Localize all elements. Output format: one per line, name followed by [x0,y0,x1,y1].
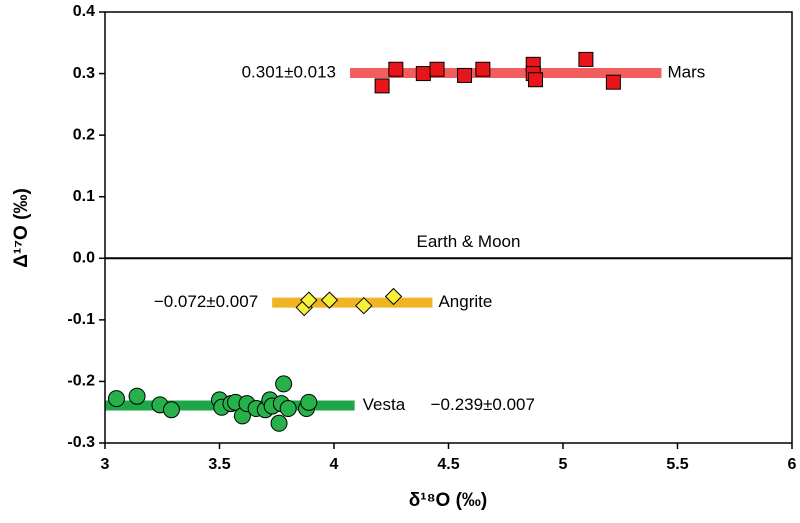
series-label: Vesta [363,395,406,414]
x-tick-label: 5 [559,456,568,473]
point [457,67,473,83]
x-axis-title: δ¹⁸O (‰) [409,490,488,511]
y-tick-label: 0.0 [73,250,95,267]
y-tick-label: -0.3 [67,434,95,451]
y-tick-label: 0.1 [73,188,95,205]
point [300,291,318,309]
point [128,387,146,405]
point [300,393,318,411]
point [275,375,293,393]
fit-label: 0.301±0.013 [242,62,336,81]
point [374,78,390,94]
point [107,390,125,408]
point [384,287,403,306]
point [415,66,431,82]
y-tick-label: -0.1 [67,311,95,328]
x-tick-label: 4 [330,456,339,473]
y-tick-label: 0.2 [73,126,95,143]
x-tick-label: 3 [101,456,110,473]
y-tick-label: 0.3 [73,65,95,82]
x-tick-label: 6 [788,456,797,473]
point [429,61,445,77]
x-tick-label: 4.5 [437,456,459,473]
fit-label: −0.072±0.007 [154,292,258,311]
fit-label: −0.239±0.007 [431,395,535,414]
point [605,74,621,90]
x-tick-label: 5.5 [666,456,688,473]
plot-frame [104,11,793,444]
point [355,296,373,315]
point [475,61,491,77]
x-tick-label: 3.5 [208,456,230,473]
series-label: Angrite [438,292,492,311]
y-axis-title: Δ¹⁷O (‰) [11,188,32,268]
reference-label: Earth & Moon [417,232,521,251]
series-label: Mars [667,62,705,81]
point [270,414,288,432]
point [578,51,594,67]
point [320,291,339,309]
point [279,400,297,418]
point [528,72,544,88]
point [388,61,404,77]
y-tick-label: -0.2 [67,373,95,390]
y-tick-label: 0.4 [73,3,95,20]
point [162,401,180,419]
